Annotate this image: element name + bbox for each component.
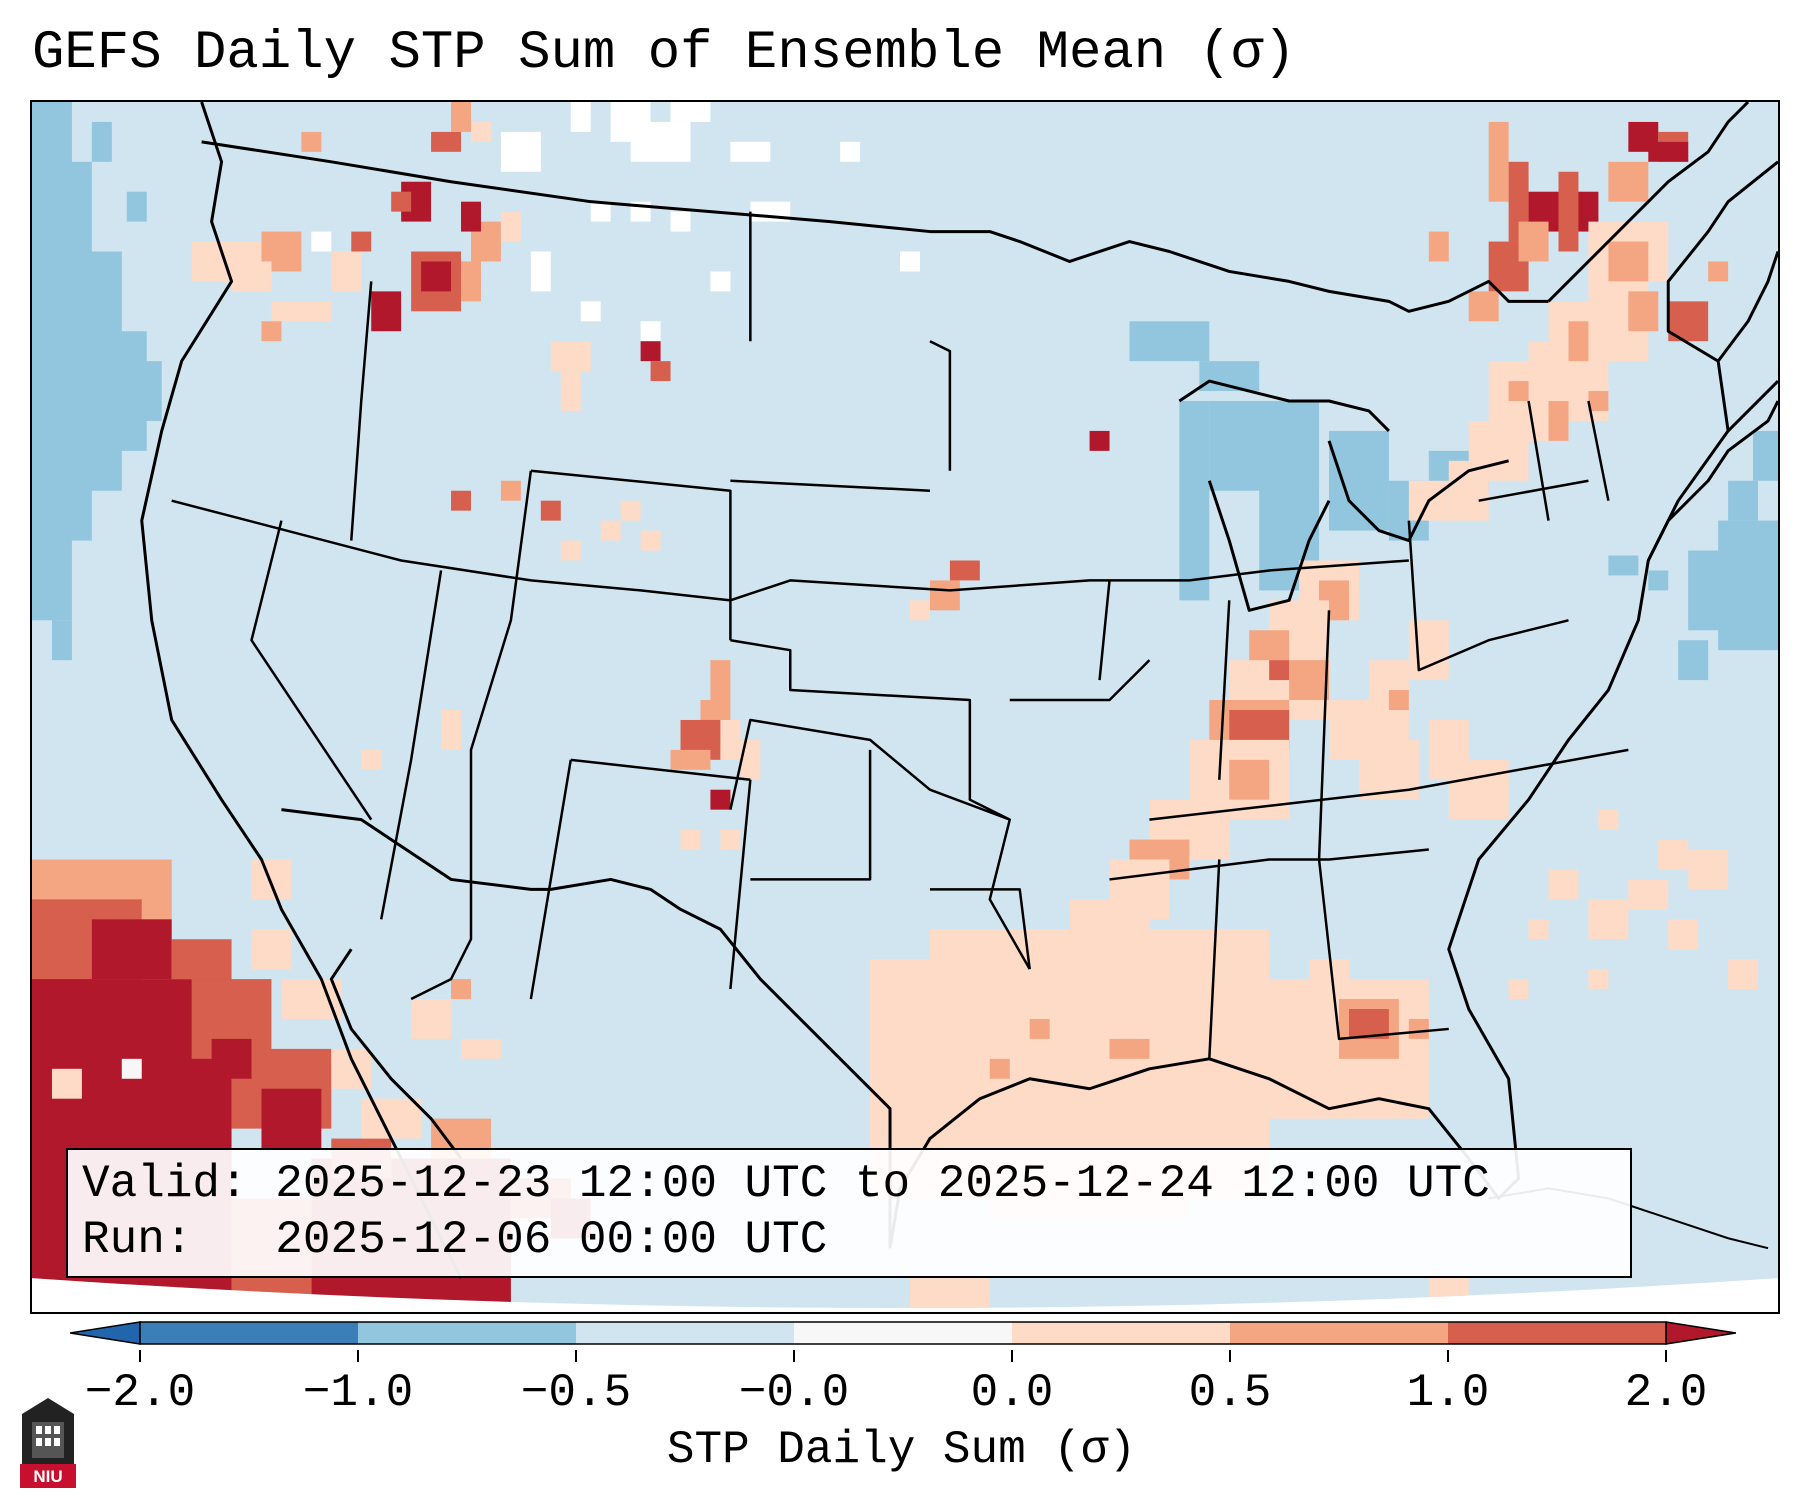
great-lakes-outline [1178,379,1509,612]
map-title: GEFS Daily STP Sum of Ensemble Mean (σ) [32,23,1296,84]
colorbar-tick [575,1350,577,1362]
eastern-pacific-positive-anomaly [32,859,591,1309]
central-scattered-anomaly [451,430,1110,621]
run-value: 2025-12-06 00:00 UTC [275,1214,828,1266]
colorbar-tick-label: −2.0 [84,1367,196,1419]
colorbar-bin [1448,1322,1667,1344]
colorbar-bin [1012,1322,1231,1344]
colorbar-bin [358,1322,577,1344]
colorbar-tick [139,1350,141,1362]
niu-logo-icon [20,1398,76,1488]
colorbar-tick [1665,1350,1667,1362]
colorbar-tick-label: 2.0 [1624,1367,1708,1419]
stp-map [32,102,1778,1309]
colorbar-bin [576,1322,795,1344]
colorbar-tick [357,1350,359,1362]
atlantic-positive-scattered [1428,779,1759,1309]
colorbar [70,1321,1736,1345]
colorbar-tick-label: −0.0 [738,1367,850,1419]
run-line: Run: 2025-12-06 00:00 UTC [82,1212,1616,1268]
valid-line: Valid: 2025-12-23 12:00 UTC to 2025-12-2… [82,1156,1616,1212]
pacific-negative-anomaly [32,102,162,661]
colorbar-tick [793,1350,795,1362]
colorbar-tick-label: 1.0 [1406,1367,1490,1419]
colorbar-tick [1011,1350,1013,1362]
southeast-positive-band [1109,560,1509,920]
niu-logo: NIU [18,1394,78,1488]
colorbar-tick [1447,1350,1449,1362]
northwest-positive-anomaly [191,102,671,411]
northeast-coast [1646,160,1778,562]
colorbar-tick-label: −0.5 [520,1367,632,1419]
gulf-positive-anomaly [870,899,1609,1309]
southwest-positive-anomaly [361,660,761,850]
valid-label: Valid: [82,1158,248,1210]
colorbar-tick-label: 0.5 [1188,1367,1272,1419]
state-borders [171,211,1629,1059]
colorbar-bin [794,1322,1013,1344]
map-panel [30,100,1780,1314]
colorbar-frame [139,1321,1667,1345]
colorbar-label: STP Daily Sum (σ) [666,1424,1137,1476]
baja-california [329,948,463,1160]
valid-value: 2025-12-23 12:00 UTC to 2025-12-24 12:00… [275,1158,1490,1210]
us-canada-border [201,140,1549,313]
west-coast [140,102,463,1279]
run-label: Run: [82,1214,193,1266]
colorbar-extend-low [70,1321,141,1345]
northeast-positive-anomaly [1408,121,1729,521]
colorbar-bin [140,1322,359,1344]
validity-info-box: Valid: 2025-12-23 12:00 UTC to 2025-12-2… [66,1148,1632,1278]
colorbar-tick-label: 0.0 [970,1367,1054,1419]
colorbar-ticks: −2.0 −1.0 −0.5 −0.0 0.0 0.5 1.0 2.0 [0,1350,1803,1440]
colorbar-tick-label: −1.0 [302,1367,414,1419]
us-mexico-border [281,808,892,1249]
northern-plains-neutral [311,102,920,342]
colorbar-tick [1229,1350,1231,1362]
atlantic-negative-anomaly [1608,430,1778,681]
gulf-of-st-lawrence [1547,102,1750,303]
colorbar-extend-high [1665,1321,1736,1345]
niu-logo-text: NIU [33,1467,63,1486]
colorbar-bin [1230,1322,1449,1344]
